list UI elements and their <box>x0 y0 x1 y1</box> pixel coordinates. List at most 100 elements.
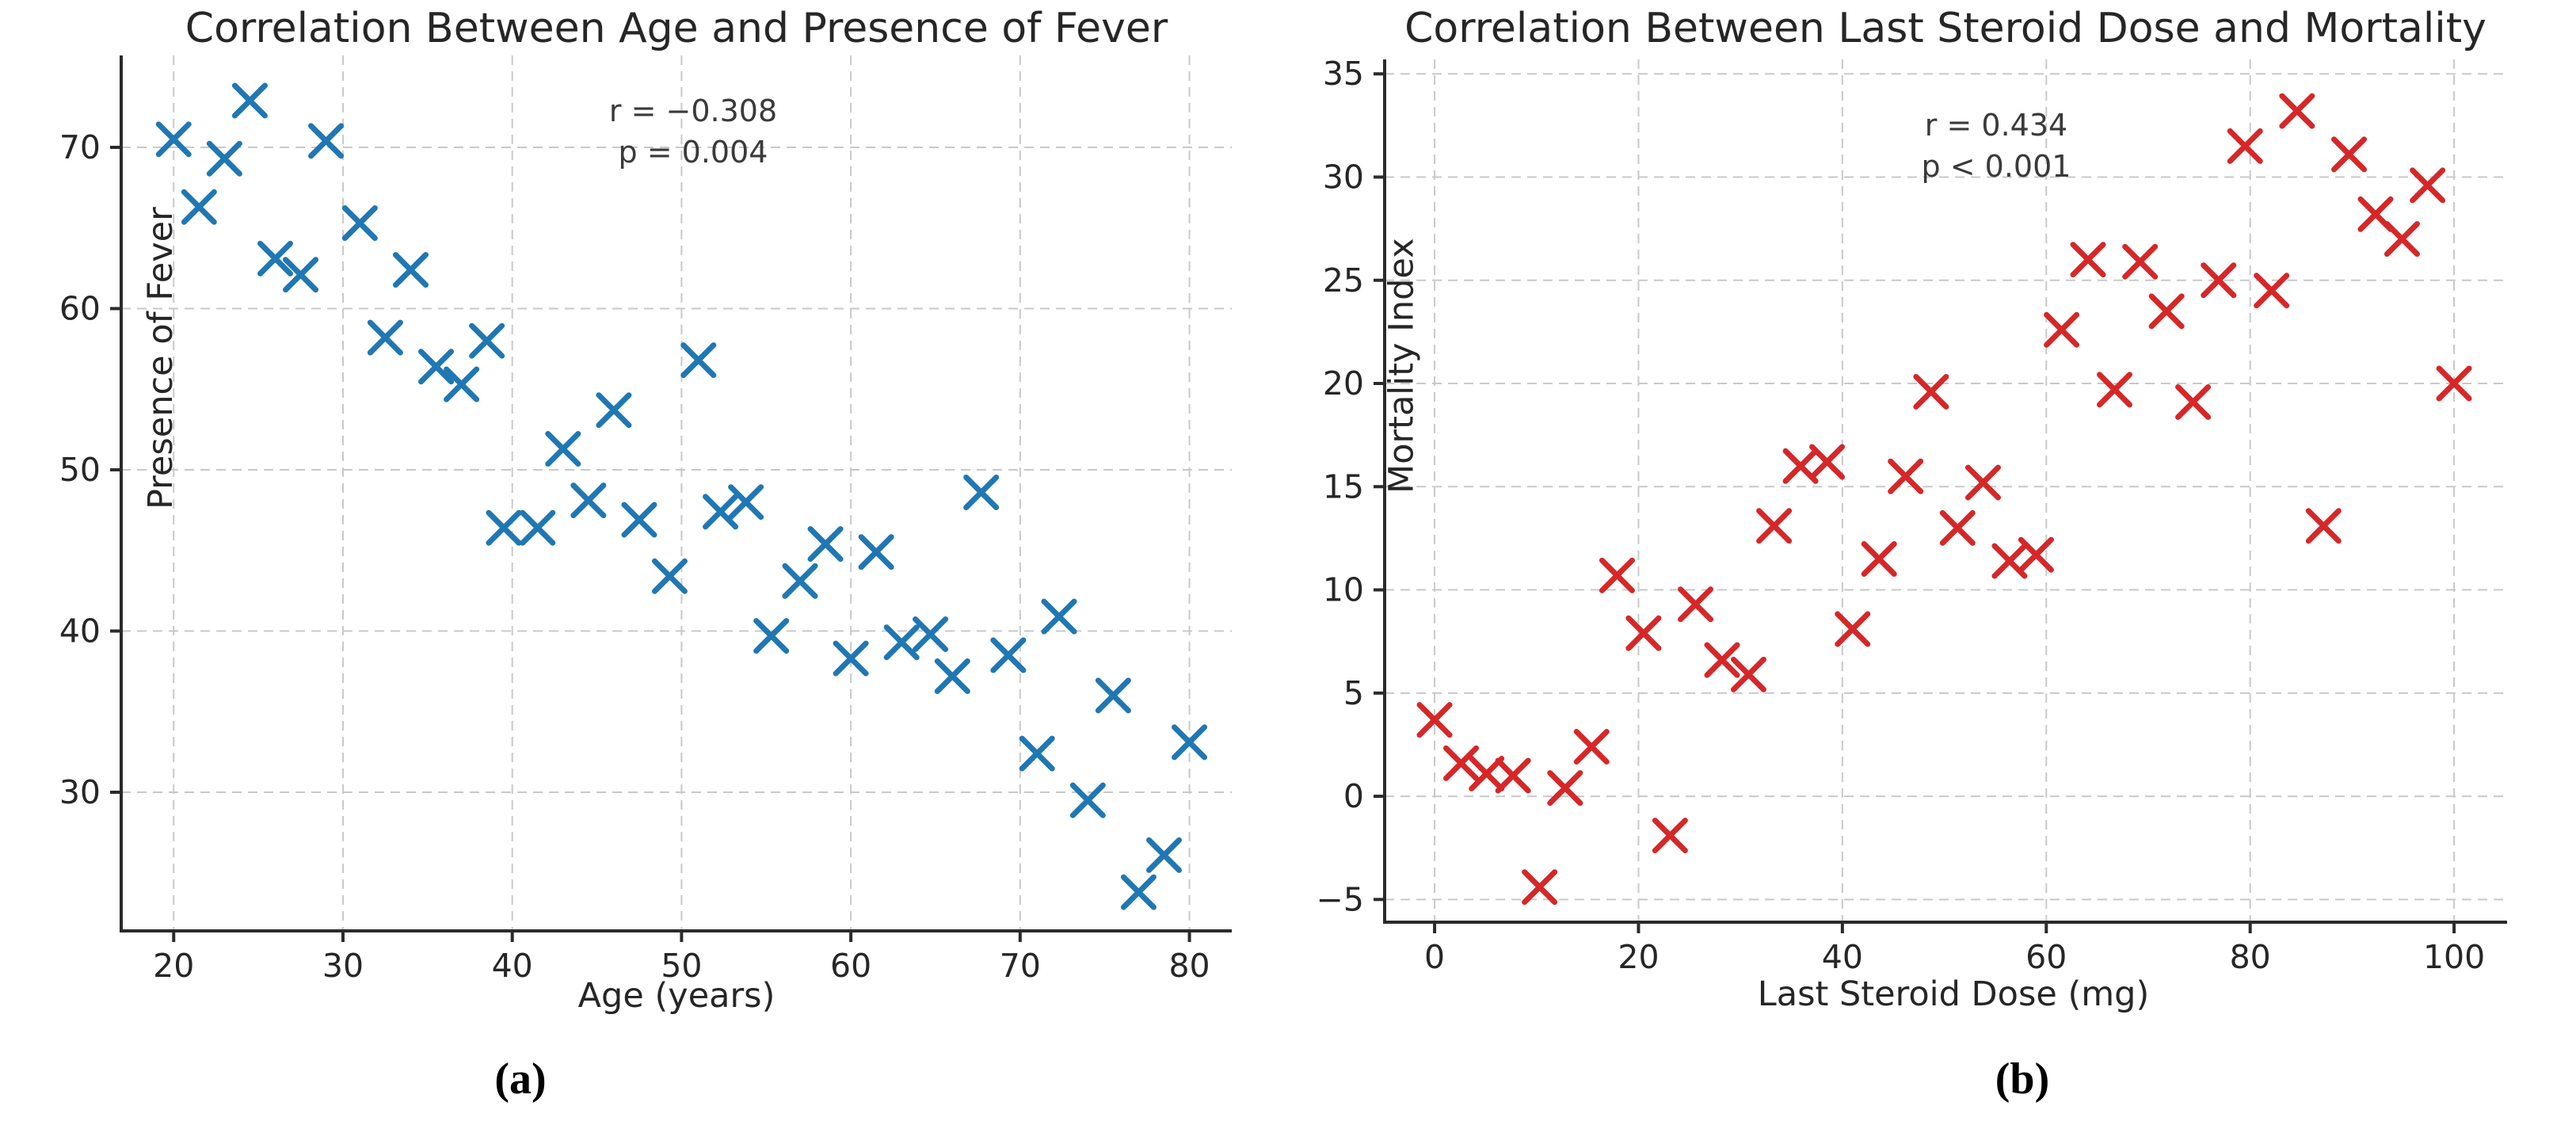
y-tick-label: 30 <box>59 773 101 811</box>
data-point-marker <box>545 431 581 467</box>
data-point-marker <box>2044 311 2080 348</box>
data-point-marker <box>392 252 429 288</box>
data-point-marker <box>1913 373 1949 410</box>
y-tick-label: 40 <box>59 612 101 650</box>
plot-b-caption: (b) <box>1995 1054 2050 1104</box>
y-tick-label: 70 <box>59 128 101 166</box>
scatter-plot-a: 20 30 40 50 60 70 80 30 40 50 60 70 <box>59 55 1232 985</box>
data-point-marker <box>520 509 556 546</box>
data-point-marker <box>1172 724 1208 761</box>
data-point-marker <box>257 240 293 276</box>
plot-b-yaxis-label: Mortality Index <box>1381 238 1422 494</box>
data-point-marker <box>231 82 268 119</box>
y-tick-label: 15 <box>1323 467 1364 505</box>
x-tick-label: 30 <box>322 947 364 985</box>
data-point-marker <box>469 322 505 359</box>
data-point-marker <box>651 558 688 594</box>
y-tick-label: 35 <box>1323 55 1364 93</box>
x-tick-label: 40 <box>492 947 533 985</box>
data-point-marker <box>2279 93 2315 129</box>
data-point-marker <box>283 257 319 293</box>
data-point-marker <box>963 474 1000 510</box>
data-point-marker <box>1019 735 1055 772</box>
data-point-marker <box>1041 598 1077 635</box>
y-tick-label: 5 <box>1343 674 1364 712</box>
data-point-marker <box>2331 136 2368 173</box>
data-point-marker <box>1416 702 1453 738</box>
data-point-marker <box>703 494 739 530</box>
plot-a-title: Correlation Between Age and Presence of … <box>185 5 1168 52</box>
data-point-marker <box>1469 755 1505 791</box>
data-point-marker <box>1522 869 1558 906</box>
plot-b-xaxis-label: Last Steroid Dose (mg) <box>1757 974 2150 1014</box>
data-point-marker <box>1678 586 1714 623</box>
plot-b-annotation-r: r = 0.434 <box>1924 108 2068 143</box>
data-point-marker <box>680 342 717 379</box>
data-point-marker <box>2175 383 2212 420</box>
data-point-marker <box>2384 221 2420 257</box>
data-point-marker <box>570 482 607 519</box>
data-point-marker <box>308 123 345 159</box>
data-point-marker <box>1704 642 1740 678</box>
data-point-marker <box>2227 128 2263 164</box>
data-point-marker <box>596 392 632 429</box>
data-point-marker <box>1095 677 1131 714</box>
data-point-marker <box>753 618 790 654</box>
data-point-marker <box>2436 365 2472 402</box>
data-point-marker <box>155 121 192 158</box>
x-tick-label: 0 <box>1424 938 1445 976</box>
data-point-marker <box>367 319 403 356</box>
data-point-marker <box>2122 243 2159 280</box>
data-point-marker <box>1809 444 1846 480</box>
data-point-marker <box>206 140 242 177</box>
data-point-marker <box>1443 745 1480 781</box>
x-tick-label: 40 <box>1822 938 1863 976</box>
data-point-marker <box>2070 242 2106 278</box>
y-tick-label: 0 <box>1343 777 1364 815</box>
data-point-marker <box>621 501 657 538</box>
data-point-marker <box>1495 757 1531 794</box>
data-point-marker <box>2410 167 2446 204</box>
data-point-marker <box>1069 782 1106 818</box>
x-tick-label: 50 <box>661 947 702 985</box>
data-point-marker <box>1756 508 1793 544</box>
data-point-marker <box>1861 540 1897 577</box>
data-point-marker <box>2018 536 2054 573</box>
data-point-marker <box>486 509 522 546</box>
data-point-marker <box>181 189 217 225</box>
data-point-marker <box>2254 273 2290 309</box>
data-point-marker <box>1599 557 1635 593</box>
data-point-marker <box>2201 262 2237 299</box>
y-tick-label: 10 <box>1323 571 1364 609</box>
x-tick-label: 20 <box>1618 938 1659 976</box>
data-point-marker <box>2097 372 2132 408</box>
plot-b-annotation-p: p < 0.001 <box>1921 149 2071 184</box>
data-point-marker <box>782 562 818 599</box>
data-point-marker <box>341 205 378 242</box>
data-point-marker <box>858 534 894 570</box>
data-point-marker <box>1939 509 1976 546</box>
data-point-marker <box>913 616 949 653</box>
data-point-marker <box>1835 611 1871 647</box>
data-point-marker <box>990 637 1027 673</box>
x-tick-label: 100 <box>2423 938 2485 976</box>
plot-a-annotation-r: r = −0.308 <box>608 93 778 128</box>
data-point-marker <box>807 526 844 562</box>
y-tick-label: 20 <box>1323 364 1364 402</box>
plot-b-title: Correlation Between Last Steroid Dose an… <box>1404 5 2486 52</box>
x-tick-label: 80 <box>2230 938 2271 976</box>
data-point-marker <box>1120 874 1157 910</box>
data-point-marker <box>1888 458 1924 494</box>
plot-a-annotation-p: p = 0.004 <box>618 135 768 170</box>
y-tick-label: 25 <box>1323 261 1364 299</box>
x-tick-label: 70 <box>1000 947 1041 985</box>
data-point-marker <box>1730 656 1766 692</box>
plot-a-xaxis-label: Age (years) <box>577 976 775 1016</box>
data-point-marker <box>883 624 920 661</box>
x-tick-label: 20 <box>153 947 194 985</box>
data-point-marker <box>728 484 764 521</box>
data-point-marker <box>934 658 970 694</box>
x-tick-label: 60 <box>2025 938 2067 976</box>
